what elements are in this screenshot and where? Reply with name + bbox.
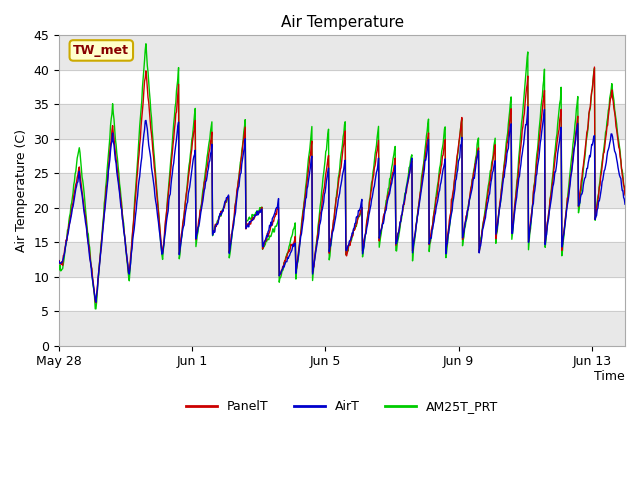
Bar [59,242,625,276]
Title: Air Temperature: Air Temperature [280,15,404,30]
Text: Time: Time [595,371,625,384]
Bar [59,36,625,70]
Y-axis label: Air Temperature (C): Air Temperature (C) [15,129,28,252]
Bar [59,104,625,139]
Bar [59,173,625,208]
Legend: PanelT, AirT, AM25T_PRT: PanelT, AirT, AM25T_PRT [181,396,503,418]
Bar [59,311,625,346]
Text: TW_met: TW_met [74,44,129,57]
